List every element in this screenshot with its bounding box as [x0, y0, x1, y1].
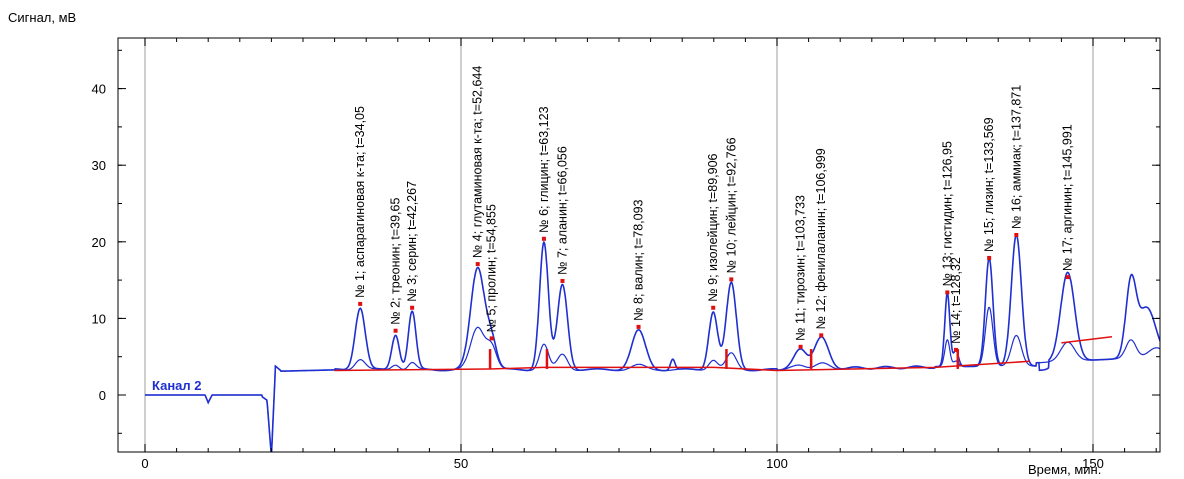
x-tick-label: 0 — [141, 456, 148, 471]
channel-label: Канал 2 — [152, 378, 202, 393]
peak-marker — [819, 333, 824, 338]
peak-marker — [489, 336, 494, 341]
peak-label: № 17; аргинин; t=145,991 — [1061, 124, 1075, 271]
peak-label: № 15; лизин; t=133,569 — [982, 117, 996, 252]
peak-label: № 4; глутаминовая к-та; t=52,644 — [471, 66, 485, 258]
peak-marker — [729, 277, 734, 282]
peak-marker — [541, 236, 546, 241]
peak-marker — [1014, 232, 1019, 237]
peak-marker — [953, 347, 958, 352]
peak-marker — [987, 255, 992, 260]
peak-marker — [560, 278, 565, 283]
peak-label: № 9; изолейцин; t=89,906 — [706, 153, 720, 301]
peak-label: № 16; аммиак; t=137,871 — [1009, 85, 1023, 229]
peak-label: № 3; серин; t=42,267 — [405, 181, 419, 302]
peak-marker — [711, 305, 716, 310]
x-tick-label: 150 — [1082, 456, 1104, 471]
y-tick-label: 30 — [92, 158, 106, 173]
integration-baseline — [334, 360, 1030, 372]
peak-label: № 1; аспарагиновая к-та; t=34,05 — [353, 106, 367, 298]
peak-marker — [393, 328, 398, 333]
peak-marker — [798, 344, 803, 349]
peak-label: № 13; гистидин; t=126,95 — [940, 141, 954, 286]
peak-marker — [475, 262, 480, 267]
peak-marker — [358, 301, 363, 306]
peak-label: № 10; лейцин; t=92,766 — [724, 137, 738, 273]
peak-label: № 5; пролин; t=54,855 — [485, 204, 499, 332]
peak-label: № 6; глицин; t=63,123 — [537, 106, 551, 232]
channel-trace — [145, 234, 1160, 452]
peak-marker — [945, 290, 950, 295]
peak-label: № 12; фенилаланин; t=106,999 — [814, 148, 828, 329]
peak-marker — [636, 324, 641, 329]
peak-label: № 14; t=128,32 — [949, 257, 963, 344]
y-tick-label: 0 — [99, 388, 106, 403]
x-axis-label: Время, мин. — [1028, 462, 1102, 477]
peak-marker — [410, 305, 415, 310]
plot-frame — [117, 37, 1161, 453]
y-axis-label: Сигнал, мВ — [8, 10, 77, 25]
integration-baseline — [1061, 336, 1113, 344]
peak-marker — [1065, 275, 1070, 280]
peak-label: № 2; треонин; t=39,65 — [389, 198, 403, 325]
x-tick-label: 100 — [766, 456, 788, 471]
y-tick-label: 10 — [92, 311, 106, 326]
peak-label: № 8; валин; t=78,093 — [632, 199, 646, 320]
x-tick-label: 50 — [454, 456, 468, 471]
peak-label: № 7; аланин; t=66,056 — [555, 146, 569, 275]
y-tick-label: 40 — [92, 82, 106, 97]
y-tick-label: 20 — [92, 235, 106, 250]
peak-label: № 11; тирозин; t=103,733 — [794, 195, 808, 341]
channel-trace-secondary — [145, 306, 1160, 452]
